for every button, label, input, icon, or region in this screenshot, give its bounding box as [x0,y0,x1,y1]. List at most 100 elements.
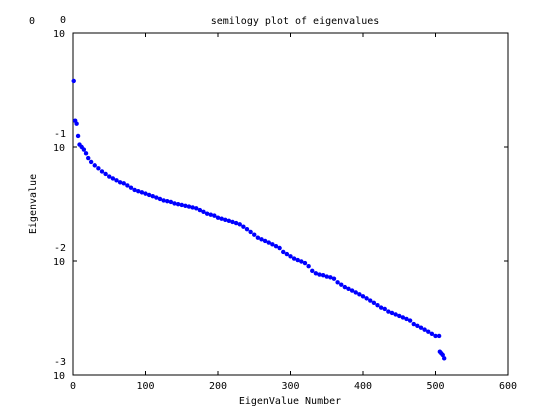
data-point [386,309,391,314]
data-point [71,78,76,84]
x-tick-label: 200 [209,381,227,392]
data-point [75,133,81,139]
data-point [310,268,315,274]
data-point [317,272,322,277]
data-point [183,203,188,208]
data-point [83,151,89,156]
data-point [201,209,206,215]
data-point [186,204,192,209]
data-point [400,315,406,320]
data-point [331,276,337,281]
data-point [266,240,271,245]
x-axis-label: EigenValue Number [239,396,341,407]
data-point [353,290,358,295]
y-tick-label: 10 [53,29,65,40]
x-tick-label: 500 [426,381,444,392]
data-point [175,201,181,207]
data-point [378,305,384,310]
y-tick-label: 10 [53,257,65,268]
data-point [339,282,344,287]
data-point [429,331,435,336]
data-point [397,313,402,319]
data-point [382,306,387,312]
data-point [99,169,105,174]
y-tick-exponent: -2 [54,243,66,254]
data-point [197,207,203,213]
data-point [422,327,427,332]
data-point [92,163,97,168]
data-point [433,333,438,339]
data-point [103,171,108,177]
data-point [146,192,152,198]
data-point [74,121,79,126]
data-point [393,312,398,317]
data-point [233,220,239,226]
data-point [165,198,170,204]
data-point [161,198,166,203]
x-axis: 0 100 200 300 400 500 600 [70,33,517,392]
data-point [208,212,213,217]
data-point [125,183,130,188]
data-point [418,325,424,330]
data-point [259,237,264,242]
y-tick-label: 10 [53,143,65,154]
y-tick-exponent: -1 [54,129,66,140]
data-point [154,195,159,200]
data-point [194,206,199,211]
data-point [150,194,155,199]
x-tick-label: 400 [354,381,372,392]
data-point [357,292,362,297]
data-point [88,159,94,165]
data-point [139,190,145,195]
data-point [407,318,413,323]
data-point [248,229,253,235]
data-point [302,260,308,266]
data-point [81,147,87,152]
data-point [320,273,326,278]
data-point [349,288,355,293]
data-point [411,321,416,327]
data-point [241,224,246,229]
data-point [244,227,250,232]
data-point [172,201,177,206]
data-point [114,178,119,183]
x-tick-label: 600 [499,381,517,392]
data-point [281,249,286,255]
data-point [190,205,195,210]
data-point [288,254,293,259]
data-point [117,180,123,185]
y-tick-exponent: -3 [54,357,66,368]
data-point [110,176,116,181]
data-point [277,245,282,251]
data-point [179,202,184,208]
data-point [121,181,126,186]
data-point [270,242,275,247]
corner-label: 0 [29,16,35,27]
data-point [230,219,235,225]
data-point [371,300,377,305]
data-point [273,243,279,249]
data-point [107,174,112,179]
data-point [212,213,217,218]
data-point [284,251,290,257]
data-point [143,191,148,196]
x-tick-label: 0 [70,381,76,392]
data-point [415,323,420,329]
data-point [364,296,369,301]
x-tick-label: 300 [281,381,299,392]
data-point [157,196,163,202]
data-point [342,284,348,290]
data-point [346,286,351,292]
data-point [215,215,221,220]
data-point [204,211,210,216]
data-point [291,256,297,261]
data-point [226,218,232,224]
data-point [295,257,300,263]
data-point [223,217,228,222]
data-point [136,188,141,194]
data-point [324,274,329,279]
data-point [128,185,134,190]
y-tick-label: 10 [53,371,65,382]
data-point [219,216,224,221]
